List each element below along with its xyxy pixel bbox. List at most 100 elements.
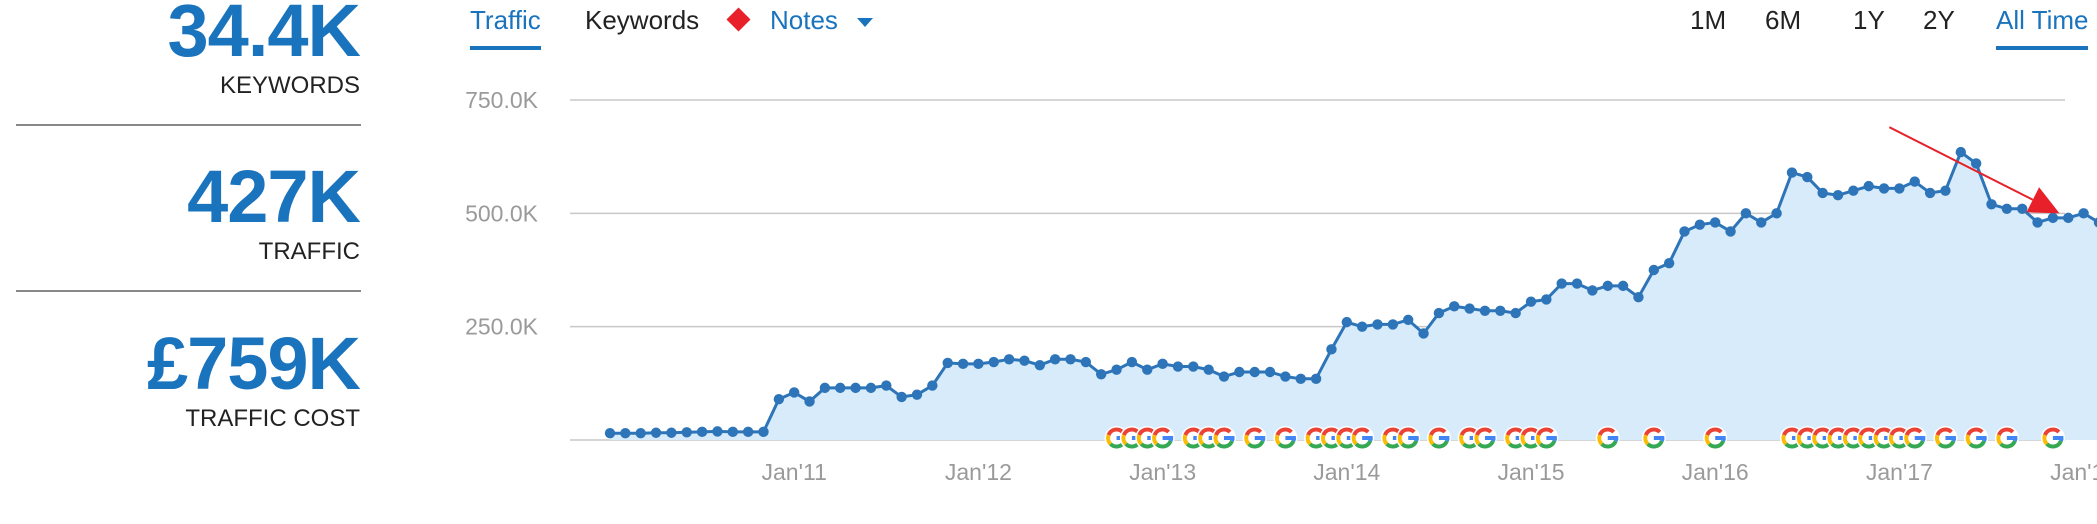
data-point bbox=[911, 389, 923, 400]
data-point bbox=[2047, 212, 2059, 224]
range-1m[interactable]: 1M bbox=[1690, 5, 1727, 35]
data-point bbox=[1802, 171, 1813, 183]
range-2y[interactable]: 2Y bbox=[1923, 5, 1955, 35]
x-tick-label: Jan'15 bbox=[1497, 459, 1564, 485]
data-point bbox=[835, 382, 846, 394]
data-point bbox=[1418, 328, 1429, 339]
data-point bbox=[1080, 356, 1092, 368]
data-point bbox=[819, 382, 831, 394]
x-tick-label: Jan'12 bbox=[945, 459, 1012, 485]
keywords-label: KEYWORDS bbox=[219, 72, 360, 99]
range-1y[interactable]: 1Y bbox=[1853, 5, 1885, 35]
data-point bbox=[942, 357, 953, 369]
data-point bbox=[1495, 305, 1506, 316]
x-tick-label: Jan'17 bbox=[1866, 459, 1933, 485]
x-tick-label: Jan'14 bbox=[1313, 459, 1380, 485]
data-point bbox=[1096, 369, 1107, 380]
data-point bbox=[1848, 185, 1859, 196]
data-point bbox=[1356, 321, 1368, 332]
google-update-icon bbox=[1641, 426, 1666, 450]
data-point bbox=[727, 426, 738, 438]
google-update-icon bbox=[1242, 426, 1267, 450]
google-update-icon bbox=[1933, 426, 1958, 450]
data-point bbox=[1218, 371, 1230, 382]
data-point bbox=[1172, 361, 1184, 372]
red-trend-arrow-icon bbox=[1888, 126, 2060, 214]
data-point bbox=[957, 358, 969, 370]
data-point bbox=[789, 387, 800, 398]
data-point bbox=[1372, 319, 1383, 330]
data-point bbox=[1003, 354, 1015, 365]
data-point bbox=[620, 428, 631, 439]
google-update-icon bbox=[1595, 426, 1620, 450]
data-point bbox=[1049, 354, 1061, 365]
google-update-icon bbox=[1703, 426, 1728, 450]
data-point bbox=[1295, 373, 1306, 384]
series-area bbox=[610, 152, 2097, 440]
tab-traffic[interactable]: Traffic bbox=[470, 5, 541, 50]
data-point bbox=[742, 426, 754, 438]
data-point bbox=[1756, 217, 1767, 228]
google-update-icon bbox=[1273, 426, 1298, 450]
data-point bbox=[1878, 183, 1890, 194]
google-update-icon bbox=[1426, 426, 1451, 450]
data-point bbox=[1126, 356, 1138, 368]
data-point bbox=[1587, 285, 1598, 296]
data-point bbox=[896, 391, 907, 403]
y-tick-label: 750.0K bbox=[465, 87, 539, 113]
metric-traffic-cost: £759K TRAFFIC COST bbox=[20, 327, 361, 433]
data-point bbox=[1602, 280, 1613, 292]
data-point bbox=[927, 380, 938, 391]
data-point bbox=[973, 358, 984, 370]
data-point bbox=[1525, 296, 1537, 307]
data-point bbox=[1034, 360, 1046, 371]
data-point bbox=[865, 382, 877, 394]
y-tick-label: 250.0K bbox=[465, 314, 539, 340]
divider bbox=[16, 290, 361, 292]
data-point bbox=[1740, 208, 1752, 219]
data-point bbox=[1832, 190, 1844, 201]
data-point bbox=[1786, 167, 1798, 178]
data-point bbox=[1955, 146, 1967, 158]
data-point bbox=[1725, 226, 1736, 237]
x-tick-label: Jan'18 bbox=[2050, 459, 2097, 485]
data-point bbox=[804, 396, 815, 407]
data-point bbox=[604, 428, 616, 439]
data-point bbox=[635, 428, 646, 439]
traffic-label: TRAFFIC bbox=[258, 238, 360, 265]
data-point bbox=[1556, 278, 1567, 289]
data-point bbox=[773, 394, 785, 405]
data-point bbox=[988, 356, 999, 368]
data-point bbox=[1142, 364, 1153, 375]
data-point bbox=[1894, 183, 1905, 194]
data-point bbox=[1157, 358, 1168, 370]
data-point bbox=[1648, 264, 1660, 276]
range-all-time[interactable]: All Time bbox=[1996, 5, 2089, 50]
data-point bbox=[712, 426, 723, 437]
data-point bbox=[1341, 316, 1353, 328]
range-selector: 1M 6M 1Y 2Y All Time bbox=[1690, 0, 2097, 54]
data-point bbox=[1924, 187, 1936, 199]
google-update-icon bbox=[1994, 426, 2019, 450]
data-point bbox=[1679, 226, 1690, 237]
data-point bbox=[1817, 187, 1828, 199]
data-point bbox=[1633, 292, 1644, 303]
data-point bbox=[2093, 217, 2097, 228]
data-point bbox=[2032, 217, 2043, 228]
data-point bbox=[696, 426, 708, 438]
google-update-icon bbox=[1350, 426, 1375, 450]
traffic-value: 427K bbox=[187, 155, 361, 238]
data-point bbox=[1970, 158, 1982, 169]
data-point bbox=[1771, 208, 1782, 219]
range-6m[interactable]: 6M bbox=[1765, 5, 1802, 35]
data-point bbox=[2063, 212, 2074, 224]
data-point bbox=[1188, 361, 1199, 372]
data-point bbox=[1264, 366, 1276, 378]
chevron-down-icon[interactable] bbox=[857, 18, 873, 27]
tab-notes[interactable]: Notes bbox=[770, 5, 838, 35]
divider bbox=[16, 124, 361, 126]
tab-keywords[interactable]: Keywords bbox=[585, 5, 700, 35]
data-point bbox=[1479, 305, 1491, 316]
data-point bbox=[881, 380, 892, 391]
